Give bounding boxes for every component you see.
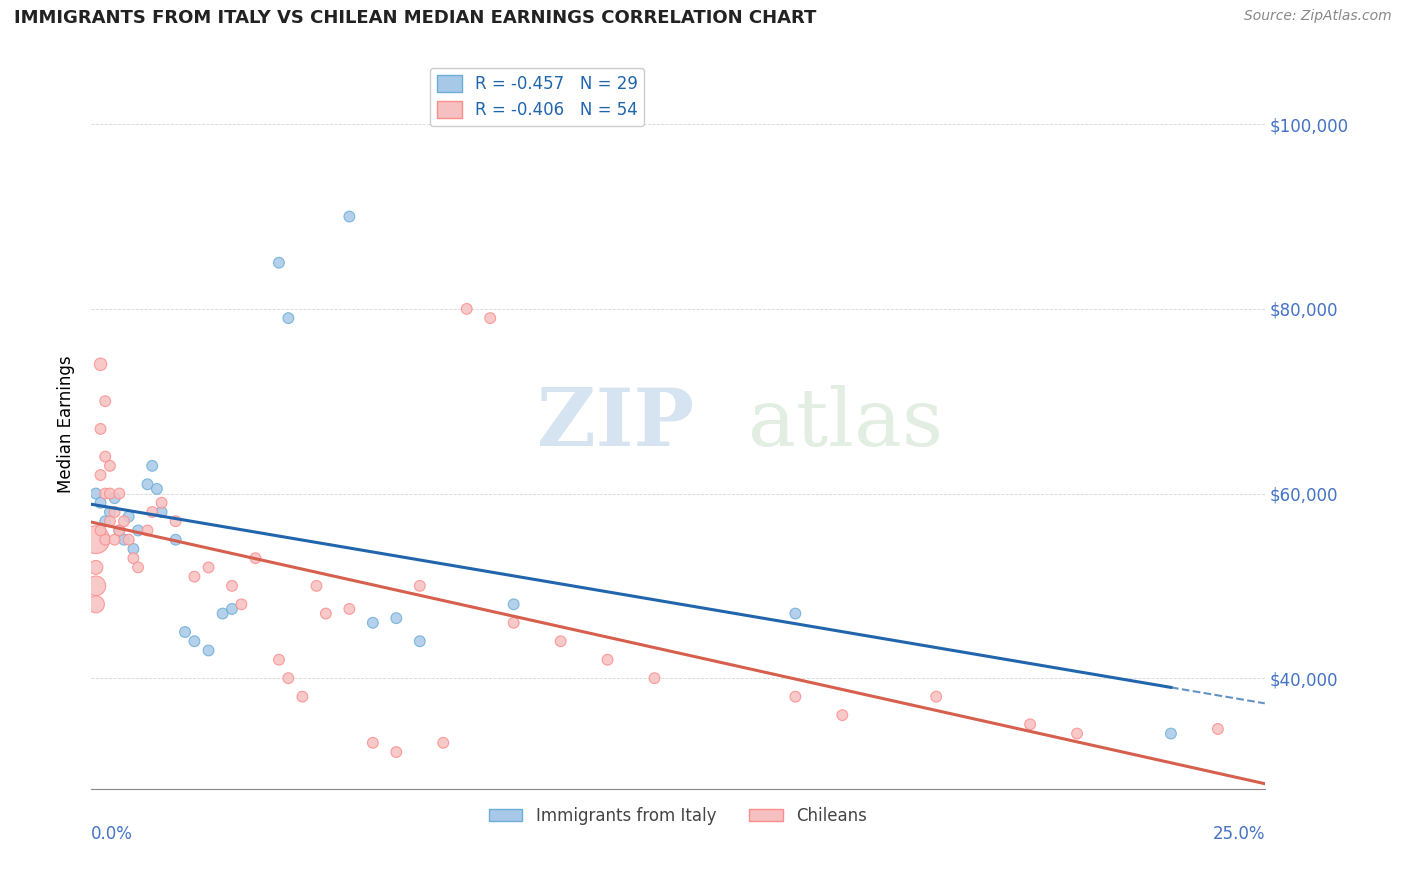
Point — [277, 311, 299, 326]
Point — [644, 671, 666, 685]
Point — [90, 468, 112, 483]
Point — [150, 496, 173, 510]
Point — [84, 579, 107, 593]
Point — [136, 524, 159, 538]
Text: 25.0%: 25.0% — [1212, 825, 1265, 844]
Point — [277, 671, 299, 685]
Point — [98, 458, 121, 473]
Point — [337, 210, 360, 224]
Point — [94, 450, 117, 464]
Point — [122, 541, 145, 556]
Point — [165, 514, 187, 528]
Point — [94, 533, 117, 547]
Point — [94, 486, 117, 500]
Point — [183, 634, 205, 648]
Point — [267, 653, 290, 667]
Point — [84, 533, 107, 547]
Text: IMMIGRANTS FROM ITALY VS CHILEAN MEDIAN EARNINGS CORRELATION CHART: IMMIGRANTS FROM ITALY VS CHILEAN MEDIAN … — [14, 9, 817, 27]
Point — [90, 422, 112, 436]
Point — [183, 569, 205, 583]
Point — [104, 505, 127, 519]
Point — [1066, 726, 1088, 740]
Point — [141, 505, 163, 519]
Point — [221, 602, 243, 616]
Point — [90, 524, 112, 538]
Point — [925, 690, 948, 704]
Point — [502, 597, 524, 611]
Point — [118, 509, 141, 524]
Point — [90, 357, 112, 371]
Text: Source: ZipAtlas.com: Source: ZipAtlas.com — [1244, 9, 1392, 23]
Point — [84, 597, 107, 611]
Point — [122, 551, 145, 566]
Point — [385, 611, 408, 625]
Point — [267, 256, 290, 270]
Point — [456, 301, 478, 316]
Text: 0.0%: 0.0% — [91, 825, 134, 844]
Point — [112, 514, 135, 528]
Point — [409, 634, 432, 648]
Point — [104, 491, 127, 505]
Point — [502, 615, 524, 630]
Point — [305, 579, 328, 593]
Point — [361, 736, 384, 750]
Point — [785, 607, 807, 621]
Point — [432, 736, 454, 750]
Point — [136, 477, 159, 491]
Point — [221, 579, 243, 593]
Point — [831, 708, 853, 723]
Point — [146, 482, 169, 496]
Point — [785, 690, 807, 704]
Point — [150, 505, 173, 519]
Point — [197, 560, 219, 574]
Point — [108, 486, 131, 500]
Point — [409, 579, 432, 593]
Point — [245, 551, 267, 566]
Point — [127, 524, 149, 538]
Point — [127, 560, 149, 574]
Point — [94, 514, 117, 528]
Point — [98, 505, 121, 519]
Point — [98, 514, 121, 528]
Point — [1019, 717, 1042, 731]
Text: atlas: atlas — [748, 385, 943, 463]
Point — [118, 533, 141, 547]
Point — [108, 524, 131, 538]
Point — [197, 643, 219, 657]
Point — [165, 533, 187, 547]
Point — [596, 653, 619, 667]
Point — [90, 496, 112, 510]
Point — [98, 486, 121, 500]
Point — [94, 394, 117, 409]
Point — [1206, 722, 1229, 736]
Point — [291, 690, 314, 704]
Point — [231, 597, 253, 611]
Point — [211, 607, 233, 621]
Y-axis label: Median Earnings: Median Earnings — [58, 356, 75, 493]
Point — [174, 625, 197, 640]
Point — [361, 615, 384, 630]
Point — [112, 533, 135, 547]
Point — [385, 745, 408, 759]
Point — [337, 602, 360, 616]
Point — [104, 533, 127, 547]
Text: ZIP: ZIP — [537, 385, 695, 463]
Point — [84, 486, 107, 500]
Point — [550, 634, 572, 648]
Point — [479, 311, 502, 326]
Point — [315, 607, 337, 621]
Point — [1160, 726, 1182, 740]
Point — [108, 524, 131, 538]
Legend: Immigrants from Italy, Chileans: Immigrants from Italy, Chileans — [482, 800, 873, 831]
Point — [84, 560, 107, 574]
Point — [141, 458, 163, 473]
